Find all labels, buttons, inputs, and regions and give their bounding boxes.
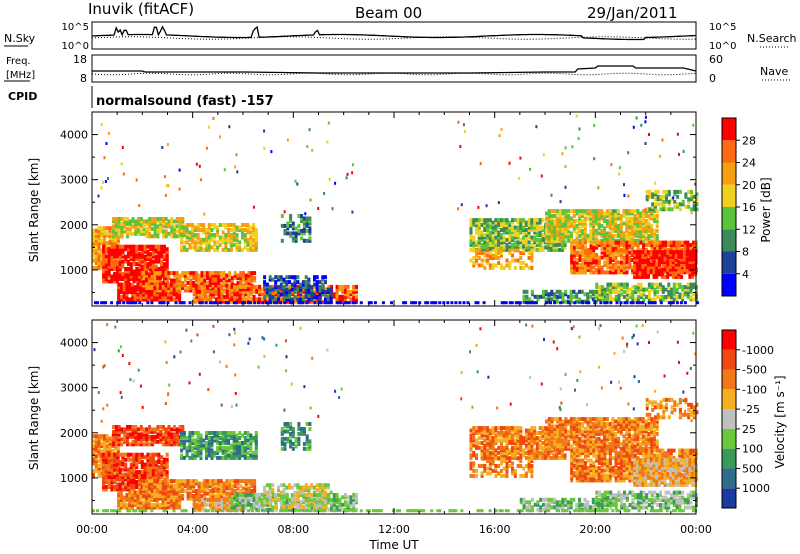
colorbar-segment [722, 229, 736, 252]
freq-label-2: [MHz] [6, 70, 35, 81]
colorbar-tick-label: 1000 [742, 482, 770, 495]
noise-sky-label: N.Sky [4, 32, 36, 45]
velocity-colorbar-label: Velocity [m s⁻¹] [773, 375, 787, 468]
colorbar-segment [722, 488, 736, 508]
time-tick-label: 00:00 [680, 523, 712, 536]
cpid-panel: CPID normalsound (fast) -157 [8, 86, 274, 109]
freq-panel: Freq. [MHz] 18 8 60 0 Nave [4, 53, 790, 85]
colorbar-segment [722, 468, 736, 489]
velocity-ylabel: Slant Range [km] [27, 366, 41, 470]
time-axis-ticks: 00:00 04:00 08:00 12:00 16:00 20:00 00:00 [76, 523, 712, 536]
colorbar-segment [722, 140, 736, 163]
freq-panel-frame [91, 54, 697, 83]
time-axis-label: Time UT [368, 538, 419, 552]
colorbar-segment [722, 207, 736, 230]
range-tick-label: 3000 [60, 382, 88, 395]
colorbar-segment [722, 118, 736, 141]
nave-tick-bottom: 0 [709, 72, 716, 85]
noise-sky-trace [91, 25, 697, 41]
velocity-panel: 1000 2000 3000 4000 Slant Range [km] 1000 50… [27, 319, 787, 552]
range-tick-label: 2000 [60, 427, 88, 440]
power-data-cells [92, 114, 699, 305]
colorbar-tick-label: -500 [742, 364, 767, 377]
time-tick-label: 20:00 [579, 523, 611, 536]
time-tick-label: 00:00 [76, 523, 108, 536]
colorbar-segment [722, 369, 736, 390]
range-tick-label: 4000 [60, 129, 88, 142]
colorbar-segment [722, 251, 736, 274]
colorbar-segment [722, 273, 736, 296]
time-tick-label: 12:00 [378, 523, 410, 536]
colorbar-tick-label: -1000 [742, 344, 774, 357]
range-tick-label: 4000 [60, 337, 88, 350]
noise-search-label: N.Search [747, 32, 797, 45]
colorbar-tick-label: 16 [742, 201, 756, 214]
power-axes: 1000 2000 3000 4000 [60, 111, 697, 306]
colorbar-segment [722, 448, 736, 469]
colorbar-tick-label: 100 [742, 443, 763, 456]
time-tick-label: 04:00 [177, 523, 209, 536]
range-tick-label: 1000 [60, 472, 88, 485]
freq-tick-top: 18 [73, 53, 87, 66]
colorbar-segment [722, 162, 736, 185]
station-title: Inuvik (fitACF) [88, 0, 194, 18]
date-title: 29/Jan/2011 [587, 4, 678, 22]
freq-trace [92, 65, 697, 74]
nave-label: Nave [760, 65, 788, 78]
colorbar-tick-label: 12 [742, 223, 756, 236]
noise-panel: N.Sky 10^5 10^0 10^5 10^0 N.Search [4, 21, 797, 52]
freq-tick-bottom: 8 [80, 72, 87, 85]
colorbar-tick-label: 25 [742, 423, 756, 436]
nave-tick-top: 60 [709, 53, 723, 66]
cpid-label: CPID [8, 90, 37, 103]
beam-title: Beam 00 [355, 4, 422, 22]
colorbar-segment [722, 349, 736, 370]
noise-right-tick-bottom: 10^0 [709, 41, 736, 52]
power-colorbar-label: Power [dB] [759, 177, 773, 242]
colorbar-tick-label: 4 [742, 268, 749, 281]
colorbar-tick-label: 8 [742, 246, 749, 259]
time-tick-label: 08:00 [277, 523, 309, 536]
colorbar-tick-label: -25 [742, 403, 760, 416]
cpid-text: normalsound (fast) -157 [96, 94, 274, 109]
freq-label-1: Freq. [6, 56, 31, 67]
colorbar-tick-label: 500 [742, 462, 763, 475]
range-tick-label: 3000 [60, 174, 88, 187]
colorbar-segment [722, 409, 736, 429]
colorbar-segment [722, 389, 736, 410]
time-tick-label: 16:00 [479, 523, 511, 536]
noise-left-tick-top: 10^5 [62, 22, 89, 33]
range-tick-label: 1000 [60, 264, 88, 277]
colorbar-segment [722, 428, 736, 449]
colorbar-tick-label: 28 [742, 134, 756, 147]
colorbar-segment [722, 184, 736, 207]
colorbar-segment [722, 330, 736, 350]
velocity-colorbar: 1000 500 100 25 -25 -100 -500 -1000 [721, 329, 774, 509]
colorbar-tick-label: 24 [742, 157, 756, 170]
noise-left-tick-bottom: 10^0 [62, 41, 89, 52]
colorbar-tick-label: 20 [742, 179, 756, 192]
velocity-data-cells [92, 323, 699, 513]
noise-right-tick-top: 10^5 [709, 22, 736, 33]
power-ylabel: Slant Range [km] [27, 158, 41, 262]
power-panel: 1000 2000 3000 4000 Slant Range [km] 4 8 12 16… [27, 111, 773, 307]
colorbar-tick-label: -100 [742, 383, 767, 396]
range-tick-label: 2000 [60, 219, 88, 232]
power-colorbar: 4 8 12 16 20 24 28 [721, 117, 756, 297]
velocity-axes: 1000 2000 3000 4000 [60, 319, 697, 514]
